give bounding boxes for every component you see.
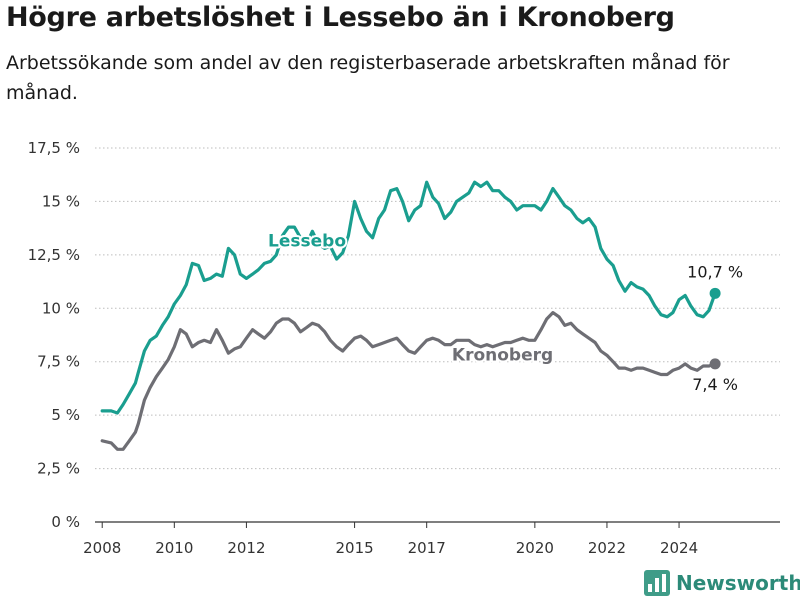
end-value-label-lessebo: 10,7 % [687,262,743,281]
chart-title: Högre arbetslöshet i Lessebo än i Kronob… [6,2,675,33]
series-line-kronoberg [100,311,717,451]
x-tick-label: 2012 [227,539,265,557]
y-tick-label: 10 % [42,299,80,317]
chart-subtitle: Arbetssökande som andel av den registerb… [6,52,730,104]
newsworthy-logo: Newsworthy [644,568,800,598]
series-end-marker-kronoberg [709,358,721,370]
series-label-kronoberg: Kronoberg [452,346,553,366]
x-tick-label: 2015 [335,539,373,557]
end-value-label-kronoberg: 7,4 % [692,375,738,394]
x-tick-label: 2022 [588,539,626,557]
y-tick-label: 5 % [51,406,80,424]
series-label-lessebo: Lessebo [268,231,346,251]
x-tick-label: 2017 [408,539,446,557]
x-tick-label: 2024 [660,539,698,557]
y-tick-label: 12,5 % [28,246,80,264]
x-tick-label: 2008 [83,539,121,557]
y-tick-label: 7,5 % [37,353,80,371]
y-tick-label: 2,5 % [37,460,80,478]
y-tick-label: 15 % [42,192,80,210]
x-tick-label: 2020 [516,539,554,557]
brand-name: Newsworthy [676,571,800,595]
bar-chart-logo-icon [644,570,670,596]
x-tick-label: 2010 [155,539,193,557]
series-end-marker-lessebo [709,287,721,299]
y-tick-label: 17,5 % [28,139,80,157]
y-tick-label: 0 % [51,513,80,531]
series-line-lessebo [100,180,717,415]
